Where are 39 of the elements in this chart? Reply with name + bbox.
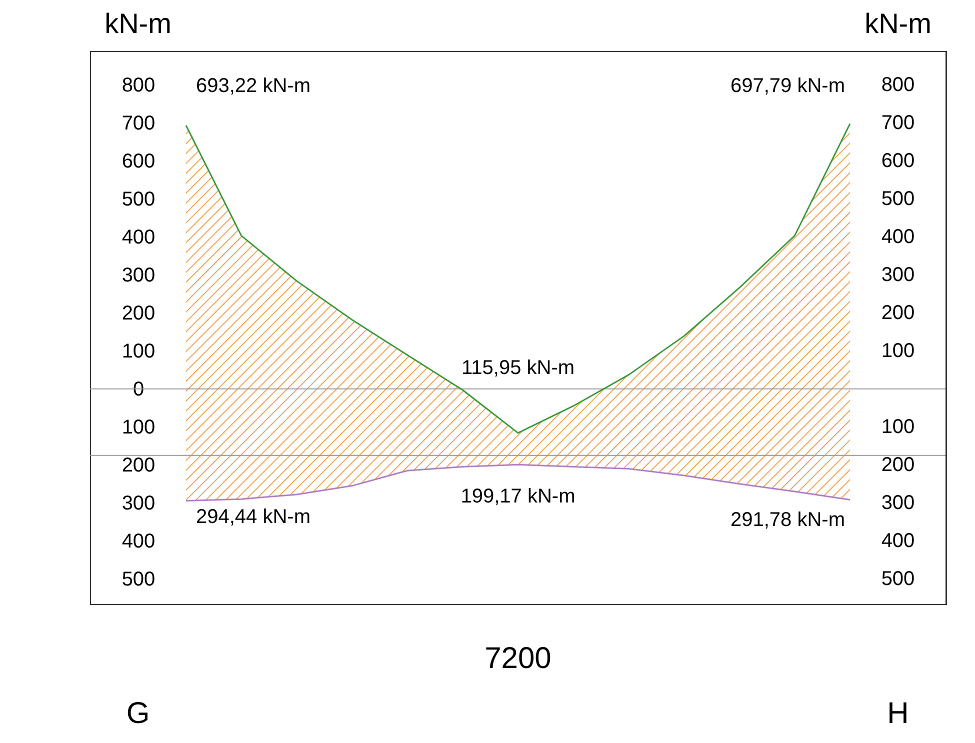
y-tick-label: 700	[122, 112, 156, 134]
annotation: 115,95 kN-m	[461, 356, 575, 379]
y2-tick-label: 400	[881, 530, 915, 552]
text: H	[887, 697, 909, 730]
y-tick-label: 500	[122, 188, 156, 210]
y-axis-title: kN-m	[104, 8, 172, 39]
y2-tick-label: 500	[881, 188, 915, 210]
y2-tick-label: 500	[881, 568, 915, 590]
y2-axis-title: kN-m	[864, 8, 932, 39]
y-tick-label: 600	[122, 150, 156, 172]
y2-tick-label: 100	[881, 416, 915, 438]
annotation: 693,22 kN-m	[196, 75, 310, 97]
y2-tick-label: 200	[881, 302, 915, 324]
y-tick-label: 500	[122, 568, 156, 590]
y-tick-label: 100	[122, 416, 156, 438]
line-series	[185, 122, 851, 434]
annotation: 294,44 kN-m	[196, 506, 310, 528]
y2-tick-label: 800	[881, 74, 915, 96]
y-tick-label: 0	[132, 378, 144, 400]
y-tick-label: 200	[122, 302, 156, 324]
y-tick-label: 400	[122, 530, 156, 552]
y2-tick-label: 700	[881, 112, 915, 134]
y-tick-label: 300	[122, 264, 156, 286]
y-tick-label: 800	[122, 74, 156, 96]
text: 7200	[484, 642, 552, 675]
y-tick-label: 300	[122, 492, 156, 514]
annotation: 291,78 kN-m	[730, 509, 845, 531]
annotation: 199,17 kN-m	[460, 486, 576, 508]
annotation: 697,79 kN-m	[730, 75, 845, 97]
y2-tick-label: 600	[881, 150, 915, 172]
text: G	[126, 697, 150, 730]
y2-tick-label: 200	[881, 454, 915, 476]
y-tick-label: 200	[122, 454, 156, 476]
y2-tick-label: 300	[881, 492, 915, 514]
y-tick-label: 400	[122, 226, 156, 248]
y2-tick-label: 100	[881, 340, 915, 362]
y-tick-label: 100	[122, 340, 156, 362]
y2-tick-label: 300	[881, 264, 915, 286]
y2-tick-label: 400	[881, 226, 915, 248]
